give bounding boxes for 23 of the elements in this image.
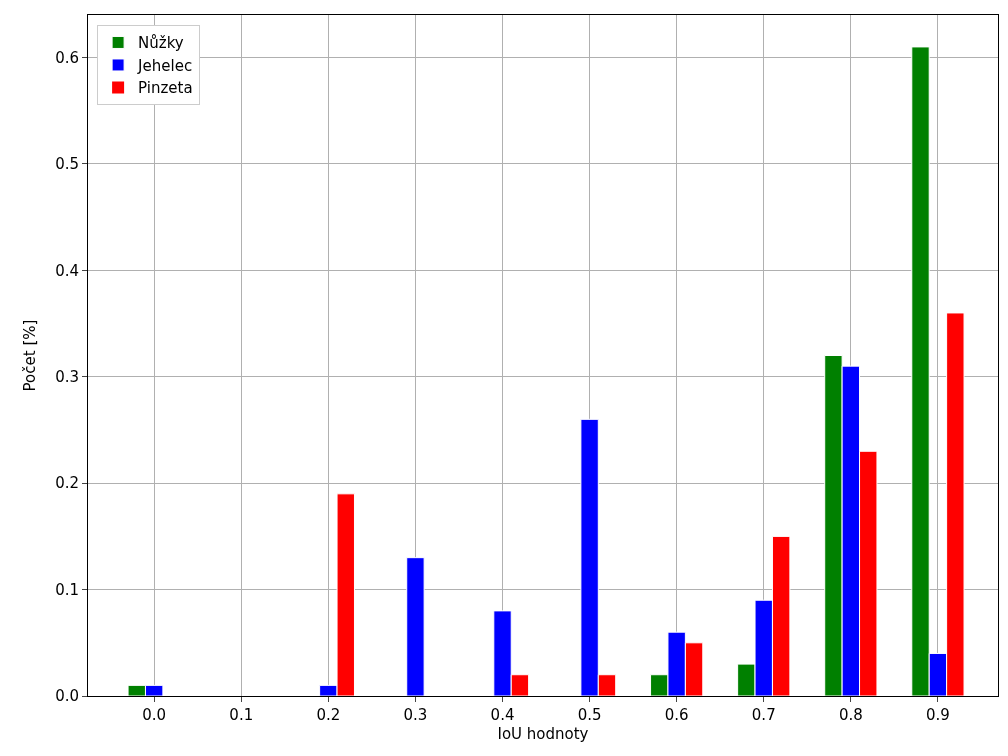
y-axis-title: Počet [%] [21, 319, 40, 392]
y-tick-label: 0.3 [55, 368, 79, 387]
x-tick-label: 0.7 [751, 706, 776, 724]
text: 0.0 [55, 687, 79, 706]
x-tick-label: 0.5 [577, 706, 602, 724]
y-tick-label: 0.2 [55, 474, 79, 493]
x-tick-label: 0.8 [838, 706, 863, 724]
y-tick-label: 0.4 [55, 261, 79, 280]
x-tick-label: 0.6 [664, 706, 689, 724]
y-tick-label: 0.6 [55, 48, 79, 67]
x-tick-label: 0.3 [403, 706, 428, 724]
x-tick-label: 0.4 [490, 706, 515, 724]
x-tick-label: 0.9 [925, 706, 950, 724]
legend-label: Nůžky [138, 34, 184, 53]
y-tick-label: 0.5 [55, 155, 79, 174]
x-axis-title: IoU hodnoty [497, 725, 589, 743]
legend-label: Pinzeta [138, 79, 193, 98]
x-tick-label: 0.2 [316, 706, 341, 724]
x-tick-label: 0.1 [229, 706, 254, 724]
y-tick-label: 0.1 [55, 580, 79, 599]
legend-label: Jehelec [137, 56, 193, 75]
bar [406, 557, 425, 696]
x-tick-label: 0.0 [142, 706, 167, 724]
